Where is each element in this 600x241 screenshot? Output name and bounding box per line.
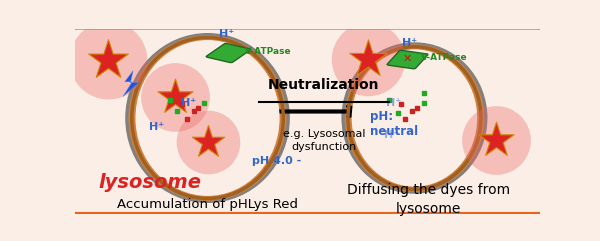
Text: H⁺: H⁺: [149, 122, 164, 132]
Point: [491, 138, 500, 142]
FancyBboxPatch shape: [206, 43, 251, 63]
Point: [203, 140, 212, 144]
Ellipse shape: [352, 49, 477, 187]
Polygon shape: [123, 71, 139, 97]
Ellipse shape: [341, 42, 487, 194]
Text: ✕: ✕: [403, 54, 412, 64]
Point: [363, 57, 373, 60]
Point: [170, 95, 180, 99]
Text: Accumulation of pHLys Red: Accumulation of pHLys Red: [117, 198, 298, 211]
Ellipse shape: [344, 44, 484, 192]
Text: Neutralization: Neutralization: [268, 78, 380, 92]
Point: [491, 138, 500, 142]
Text: H⁺: H⁺: [386, 98, 401, 108]
Text: pH:
neutral: pH: neutral: [370, 110, 418, 138]
Point: [103, 59, 112, 62]
Text: H⁺: H⁺: [402, 38, 418, 48]
Ellipse shape: [128, 35, 287, 201]
Point: [170, 95, 180, 99]
Text: H⁺: H⁺: [181, 98, 196, 108]
Text: pH 4.0 -: pH 4.0 -: [252, 156, 301, 166]
Ellipse shape: [136, 40, 280, 196]
Point: [203, 140, 212, 144]
Text: H⁺: H⁺: [383, 130, 399, 140]
FancyBboxPatch shape: [387, 50, 428, 69]
Text: e.g. Lysosomal
dysfunction: e.g. Lysosomal dysfunction: [283, 129, 365, 152]
FancyBboxPatch shape: [65, 26, 550, 215]
Text: V-ATPase: V-ATPase: [245, 47, 292, 56]
Text: V-ATPase: V-ATPase: [421, 53, 468, 62]
Ellipse shape: [125, 33, 290, 203]
Text: lysosome: lysosome: [98, 174, 201, 193]
Point: [363, 57, 373, 60]
Text: Diffusing the dyes from
lysosome: Diffusing the dyes from lysosome: [347, 183, 510, 216]
Text: H⁺: H⁺: [218, 29, 233, 40]
Point: [103, 59, 112, 62]
